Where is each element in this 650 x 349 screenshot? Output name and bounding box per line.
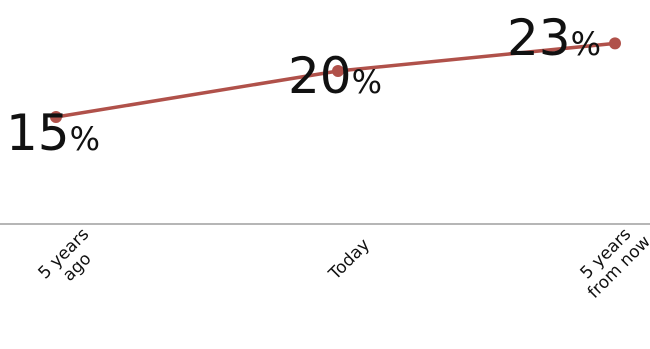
data-point-1	[332, 65, 344, 77]
data-label-value: 15	[6, 104, 70, 162]
x-tick-group: 5 yearsago Today 5 yearsfrom now	[35, 218, 650, 302]
data-label-value: 20	[288, 47, 352, 105]
data-label-2: 23%	[507, 9, 601, 67]
x-tick-label-2: 5 yearsfrom now	[571, 218, 650, 302]
data-label-1: 20%	[288, 47, 382, 105]
data-label-value: 23	[507, 9, 571, 67]
x-tick-label-1: Today	[324, 235, 374, 285]
data-label-unit: %	[352, 63, 382, 101]
data-label-group: 15%20%23%	[6, 9, 601, 162]
data-point-0	[50, 111, 62, 123]
data-label-unit: %	[70, 120, 100, 158]
x-tick-line: Today	[324, 235, 374, 285]
x-tick-label-0: 5 yearsago	[35, 224, 107, 296]
series-group	[50, 37, 621, 123]
data-label-unit: %	[571, 25, 601, 63]
data-label-0: 15%	[6, 104, 100, 162]
data-point-2	[609, 37, 621, 50]
